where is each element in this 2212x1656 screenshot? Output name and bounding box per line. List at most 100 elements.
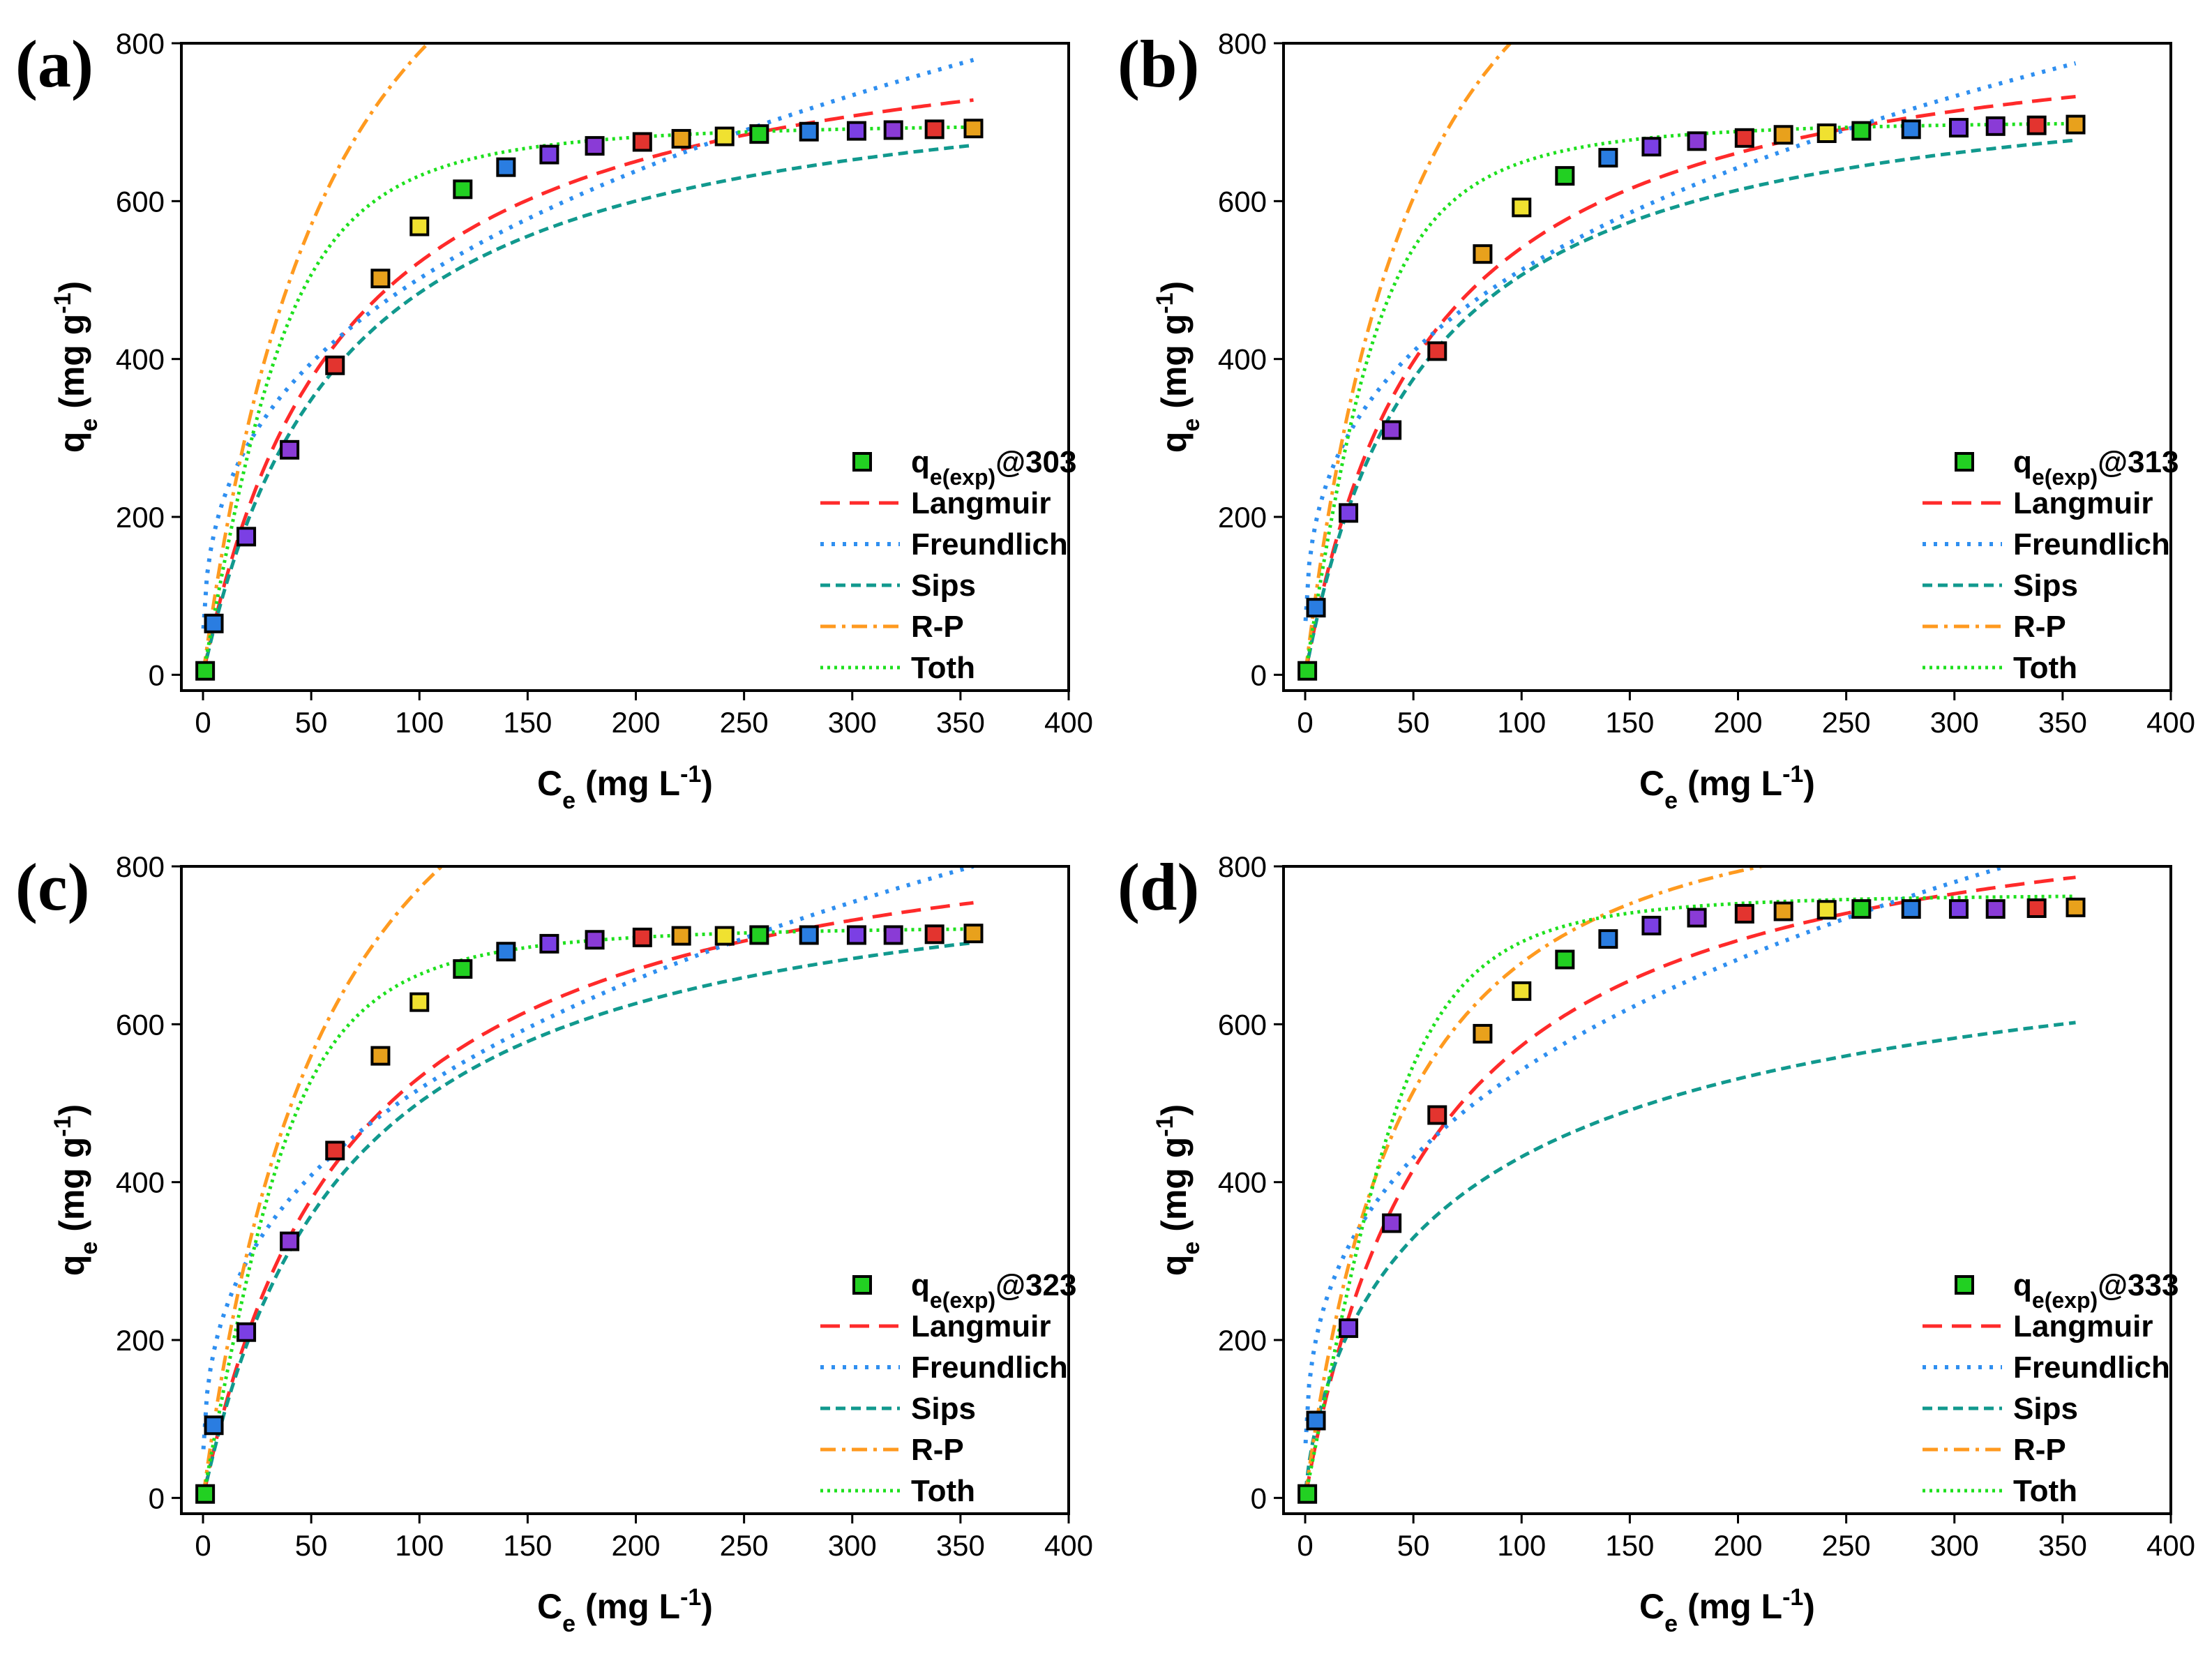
legend-label-freundlich: Freundlich [911, 527, 1068, 562]
x-tick-label: 200 [611, 1529, 660, 1562]
data-point [1512, 197, 1532, 218]
y-axis-label: qe (mg g-1) [50, 1104, 103, 1276]
y-label-close: ) [52, 281, 91, 293]
legend-exp-main: q [911, 1268, 930, 1302]
y-tick-label: 600 [116, 185, 165, 218]
sips-curve [1304, 138, 2076, 673]
x-tick-label: 150 [503, 1529, 552, 1562]
chart-panel-0: (a) 0 50 100 150 200 250 300 350 400 0 200 400 600 800… [15, 27, 1093, 814]
y-tick-label: 600 [116, 1008, 165, 1041]
legend-label-freundlich: Freundlich [2013, 1350, 2170, 1385]
data-point [749, 124, 769, 144]
data-point [924, 119, 945, 140]
x-label-units: (mg L [1678, 1587, 1782, 1626]
y-label-sup: -1 [50, 292, 76, 313]
y-tick-label: 0 [1251, 1482, 1267, 1514]
legend-label-sips: Sips [911, 569, 976, 603]
legend-label-langmuir: Langmuir [911, 1309, 1051, 1343]
toth-curve [202, 927, 974, 1496]
data-point [846, 925, 866, 945]
x-tick-label: 200 [1713, 1529, 1762, 1562]
data-point [1555, 166, 1575, 186]
y-label-units: (mg g [1154, 1137, 1194, 1242]
x-tick-label: 250 [720, 1529, 769, 1562]
toth-curve [1304, 121, 2076, 672]
data-point [1382, 420, 1402, 440]
x-tick-label: 200 [611, 706, 660, 739]
y-label-main: q [1154, 432, 1194, 453]
chart-panel-2: (c) 0 50 100 150 200 250 300 350 400 0 200 400 600 800… [15, 850, 1093, 1637]
data-point [1473, 244, 1493, 264]
y-tick-label: 400 [116, 1166, 165, 1199]
chart-panel-3: (d) 0 50 100 150 200 250 300 350 400 0 200 400 600 800… [1118, 850, 2195, 1637]
legend-label-sips: Sips [2013, 1392, 2078, 1426]
legend-marker-exp [852, 452, 872, 472]
legend-label-toth: Toth [2013, 651, 2077, 685]
y-label-close: ) [1154, 281, 1194, 293]
y-label-close: ) [1154, 1104, 1194, 1116]
y-label-sub: e [76, 1242, 103, 1255]
legend-label-freundlich: Freundlich [2013, 527, 2170, 562]
legend-label-rp: R-P [911, 610, 964, 644]
x-tick-label: 200 [1713, 706, 1762, 739]
x-tick-label: 0 [195, 706, 211, 739]
data-point [204, 1415, 224, 1436]
data-point [671, 926, 691, 946]
x-tick-label: 100 [1497, 1529, 1546, 1562]
panel-letter: (c) [15, 850, 90, 924]
x-tick-label: 300 [828, 706, 877, 739]
freundlich-curve [201, 58, 975, 629]
x-tick-label: 100 [395, 706, 444, 739]
y-axis-label: qe (mg g-1) [1152, 281, 1205, 453]
freundlich-curve [1303, 61, 2077, 622]
panel-letter: (a) [15, 27, 93, 101]
legend-label-langmuir: Langmuir [2013, 486, 2153, 520]
panel-letter: (b) [1118, 27, 1199, 101]
y-label-close: ) [52, 1104, 91, 1116]
y-label-sup: -1 [1152, 1115, 1178, 1136]
legend-exp-sub: e(exp) [930, 1288, 995, 1313]
y-label-main: q [52, 1255, 91, 1277]
plot-frame [1282, 865, 2172, 1515]
x-tick-label: 250 [1822, 706, 1871, 739]
sips-curve [202, 143, 974, 674]
legend-label-exp: qe(exp)@333 [2013, 1268, 2179, 1313]
data-point [1382, 1213, 1402, 1233]
x-label-main: C [537, 1587, 562, 1626]
legend-label-rp: R-P [2013, 1433, 2066, 1467]
y-tick-label: 800 [116, 27, 165, 60]
plot-frame [1282, 42, 2172, 692]
data-point [1641, 137, 1662, 157]
x-tick-label: 100 [1497, 706, 1546, 739]
data-point [1427, 1105, 1447, 1125]
x-tick-label: 350 [2038, 1529, 2087, 1562]
data-point [1297, 1484, 1318, 1504]
x-axis-label: Ce (mg L-1) [1639, 1584, 1815, 1637]
x-tick-label: 300 [828, 1529, 877, 1562]
y-label-sup: -1 [50, 1115, 76, 1136]
x-tick-label: 0 [195, 1529, 211, 1562]
legend-label-exp: qe(exp)@323 [911, 1268, 1076, 1313]
y-tick-label: 200 [116, 501, 165, 534]
legend-marker-exp [1955, 1275, 1974, 1295]
y-tick-label: 600 [1218, 1008, 1267, 1041]
x-tick-label: 50 [295, 706, 328, 739]
data-point [1851, 121, 1872, 141]
x-tick-label: 0 [1297, 706, 1313, 739]
data-point [409, 216, 430, 236]
plot-frame [180, 865, 1070, 1515]
legend-label-langmuir: Langmuir [911, 486, 1051, 520]
y-tick-label: 200 [1218, 1324, 1267, 1357]
x-label-units: (mg L [1678, 764, 1782, 803]
data-point [370, 1046, 391, 1066]
x-tick-label: 350 [2038, 706, 2087, 739]
x-label-sup: -1 [1782, 761, 1803, 788]
data-point [883, 120, 903, 140]
legend-label-rp: R-P [911, 1433, 964, 1467]
data-point [496, 157, 516, 177]
data-point [1773, 901, 1793, 921]
sips-curve [202, 940, 974, 1497]
data-point [1473, 1023, 1493, 1044]
